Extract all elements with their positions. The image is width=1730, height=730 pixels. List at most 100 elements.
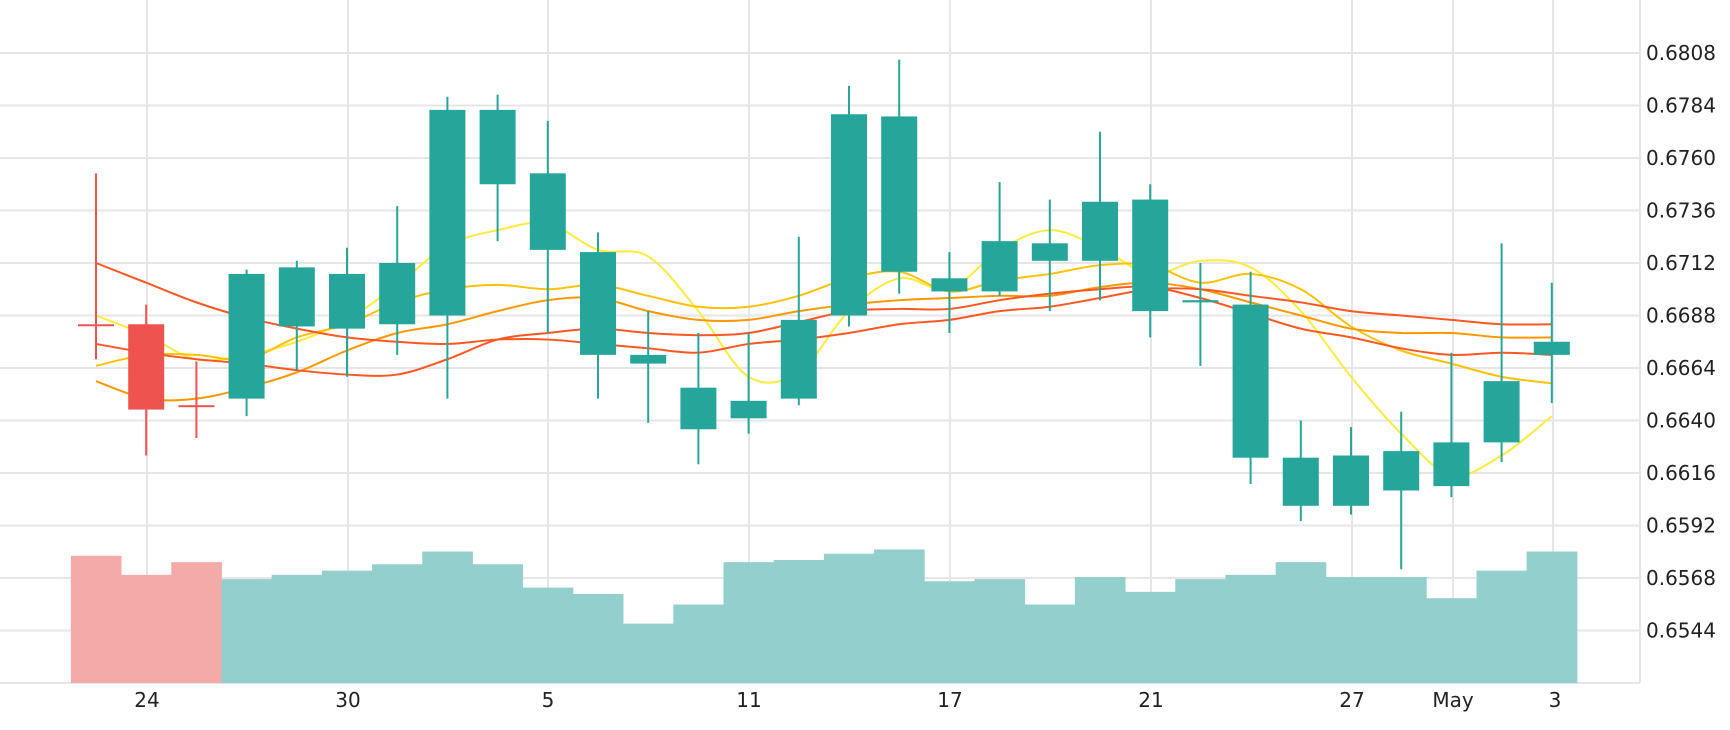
candle-body — [630, 354, 667, 364]
candle — [1182, 263, 1219, 366]
candle — [329, 247, 365, 377]
candle — [1533, 282, 1570, 403]
candle-body — [529, 173, 566, 250]
y-tick-label: 0.6760 — [1646, 146, 1716, 170]
y-tick-label: 0.6592 — [1646, 514, 1716, 538]
y-tick-label: 0.6568 — [1646, 566, 1716, 590]
volume-bar — [121, 574, 172, 683]
volume-bar — [1125, 591, 1176, 683]
volume-bar — [1426, 598, 1477, 683]
candle-body — [329, 273, 365, 329]
volume-bar — [422, 551, 473, 683]
candle-body — [429, 109, 466, 316]
y-tick-label: 0.6712 — [1646, 251, 1716, 275]
candle — [429, 96, 466, 399]
moving-average-line — [95, 285, 1552, 377]
x-tick-label: 5 — [542, 688, 555, 712]
candle — [1031, 199, 1068, 312]
candle — [1232, 271, 1269, 484]
volume-bar — [1024, 604, 1076, 683]
y-tick-label: 0.6616 — [1646, 461, 1716, 485]
volume-bar — [1526, 551, 1578, 683]
candle-body — [1182, 300, 1219, 303]
volume-bar — [522, 587, 574, 683]
candle-body — [730, 400, 767, 419]
volume-bar — [974, 579, 1026, 683]
candle-body — [680, 387, 717, 430]
x-tick-label: 21 — [1138, 688, 1163, 712]
volume-bar — [1325, 577, 1377, 683]
candle-body — [1333, 455, 1369, 506]
volume-bar — [723, 562, 775, 683]
volume-bar — [1376, 577, 1427, 683]
candle — [529, 120, 566, 333]
candle-body — [1483, 381, 1520, 443]
volume-bar — [924, 581, 975, 683]
candle-body — [1232, 304, 1269, 458]
y-tick-label: 0.6784 — [1646, 94, 1716, 118]
volume-bar — [1275, 562, 1327, 683]
x-tick-label: 17 — [937, 688, 962, 712]
candle-body — [1031, 243, 1068, 261]
moving-average-line — [95, 281, 1552, 402]
candle — [630, 311, 667, 423]
axes: 0.6808 0.6784 0.6760 0.6736 0.6712 0.6688 0.66… — [134, 41, 1716, 712]
volume-bar — [1175, 579, 1226, 683]
volume-bar — [773, 560, 825, 683]
volume-bar — [1225, 574, 1277, 683]
volume-bar — [321, 570, 373, 683]
volume-bar — [874, 549, 925, 683]
candle-body — [278, 267, 315, 327]
x-tick-label: May — [1432, 688, 1474, 712]
candle-body — [479, 109, 516, 185]
candle — [1282, 420, 1319, 522]
candle-body — [78, 324, 114, 327]
candle-body — [178, 405, 215, 408]
candle — [730, 333, 767, 434]
volume-bar — [572, 593, 624, 683]
candle-body — [831, 114, 867, 316]
volume-bars — [70, 549, 1578, 683]
moving-average-line — [95, 221, 1553, 477]
y-tick-label: 0.6688 — [1646, 304, 1716, 328]
moving-average-line — [95, 262, 1552, 354]
candle — [479, 94, 516, 242]
y-tick-label: 0.6544 — [1646, 619, 1716, 643]
candle-body — [379, 263, 416, 325]
volume-bar — [1074, 577, 1126, 683]
candle — [278, 260, 315, 371]
volume-bar — [171, 562, 222, 683]
candle — [780, 236, 817, 406]
candle — [881, 59, 918, 294]
candle-body — [981, 241, 1018, 292]
volume-bar — [1476, 570, 1528, 683]
volume-bar — [823, 553, 875, 683]
volume-bar — [673, 604, 724, 683]
x-tick-label: 24 — [134, 688, 159, 712]
candle-body — [1282, 457, 1319, 506]
candle — [981, 182, 1018, 296]
candle-body — [1533, 341, 1570, 355]
candle — [1433, 352, 1470, 498]
candle — [379, 206, 416, 355]
candle-body — [1383, 451, 1420, 491]
candle — [178, 361, 215, 438]
x-tick-label: 3 — [1549, 688, 1562, 712]
candle — [580, 232, 616, 399]
candle — [680, 333, 717, 465]
volume-bar — [221, 579, 273, 683]
volume-bar — [472, 564, 524, 683]
volume-bar — [372, 564, 423, 683]
y-tick-label: 0.6808 — [1646, 41, 1716, 65]
candle-body — [1132, 199, 1169, 312]
candle — [1333, 427, 1369, 515]
y-tick-label: 0.6664 — [1646, 356, 1716, 380]
candle — [128, 304, 165, 456]
candle-body — [881, 116, 918, 272]
volume-bar — [70, 555, 122, 683]
candle-body — [228, 273, 265, 399]
candles — [78, 59, 1570, 570]
candle — [78, 173, 114, 360]
